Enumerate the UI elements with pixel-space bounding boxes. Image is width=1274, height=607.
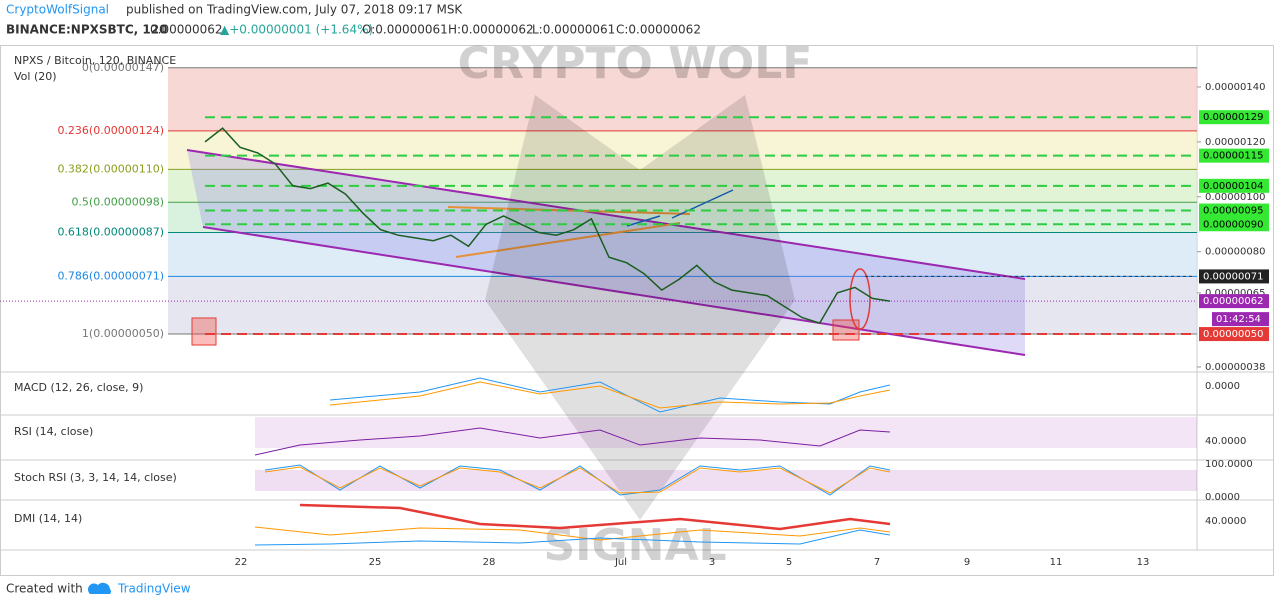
price-tick: 0.00000100 xyxy=(1205,192,1265,203)
indicator-tick: 0.0000 xyxy=(1205,381,1240,392)
watermark: SIGNAL xyxy=(543,520,726,571)
adx-line xyxy=(299,503,891,531)
price-box-label: 0.00000095 xyxy=(1203,206,1263,217)
di-plus xyxy=(254,529,891,546)
price-box-label: 0.00000129 xyxy=(1203,112,1263,123)
published: published on TradingView.com, July 07, 2… xyxy=(126,3,463,17)
indicator-tick: 100.0000 xyxy=(1205,459,1253,470)
price-tick: 0.00000065 xyxy=(1205,288,1265,299)
channel-bottom xyxy=(202,226,1026,356)
arrow xyxy=(671,189,734,219)
stoch-d xyxy=(264,466,891,494)
price-box xyxy=(1199,110,1269,125)
fib-label: 1(0.00000050) xyxy=(82,327,164,340)
price-box-label: 0.00000104 xyxy=(1203,181,1263,192)
x-tick-label: 25 xyxy=(369,557,382,568)
fib-band xyxy=(168,232,1197,277)
watermark: CRYPTO WOLF xyxy=(458,38,813,89)
indicator-tick: 0.0000 xyxy=(1205,492,1240,503)
price-box xyxy=(1199,294,1269,309)
price-box-label: 0.00000062 xyxy=(1203,296,1263,307)
change: ▲+0.00000001 (+1.64%) xyxy=(220,23,373,37)
symbol: BINANCE:NPXSBTC, 120 xyxy=(6,23,167,37)
trend-line xyxy=(455,222,681,258)
open: O:0.00000061 xyxy=(362,23,448,37)
author[interactable]: CryptoWolfSignal xyxy=(6,3,109,17)
fib-label: 0.618(0.00000087) xyxy=(57,225,164,238)
close: C:0.00000062 xyxy=(616,23,701,37)
macd-line xyxy=(329,377,891,413)
x-tick-label: 3 xyxy=(709,557,715,568)
channel-fill xyxy=(187,150,1025,355)
price-box xyxy=(1199,269,1269,284)
highlight-box xyxy=(191,317,217,346)
price-box-label: 0.00000071 xyxy=(1203,271,1263,282)
price-box xyxy=(1199,148,1269,163)
arrow xyxy=(626,215,661,227)
macd-signal xyxy=(329,381,891,409)
indicator-tick: 40.0000 xyxy=(1205,516,1246,527)
di-minus xyxy=(254,526,891,541)
pane-title: NPXS / Bitcoin, 120, BINANCE xyxy=(14,54,176,67)
trend-line xyxy=(447,206,691,215)
price-box-label: 0.00000115 xyxy=(1203,151,1263,162)
fib-band xyxy=(168,130,1197,170)
rsi-line xyxy=(254,427,891,456)
x-axis: 22 25 28 Jul 3 5 7 9 11 13 xyxy=(235,557,1150,568)
indicator-label: DMI (14, 14) xyxy=(14,512,82,525)
fib-label: 0(0.00000147) xyxy=(82,61,164,74)
price-tick: 0.00000038 xyxy=(1205,362,1265,373)
price-box-label: 0.00000050 xyxy=(1203,329,1263,340)
x-tick-label: 22 xyxy=(235,557,248,568)
fib-label: 0.382(0.00000110) xyxy=(57,162,164,175)
last: 0.00000062 xyxy=(150,23,223,37)
price-tick: 0.00000120 xyxy=(1205,137,1265,148)
countdown-box xyxy=(1212,312,1269,327)
fib-band xyxy=(168,67,1197,131)
fib-label: 0.786(0.00000071) xyxy=(57,269,164,282)
indicator-tick: 40.0000 xyxy=(1205,436,1246,447)
fib-band xyxy=(168,276,1197,335)
highlight-ellipse xyxy=(849,268,871,330)
x-tick-label: Jul xyxy=(614,557,627,568)
indicator-label: MACD (12, 26, close, 9) xyxy=(14,381,143,394)
x-tick-label: 7 xyxy=(874,557,880,568)
highlight-box xyxy=(832,319,860,341)
stoch-band xyxy=(255,470,1197,491)
rsi-band xyxy=(255,417,1197,448)
price-box-label: 0.00000090 xyxy=(1203,219,1263,230)
price-tick: 0.00000140 xyxy=(1205,82,1265,93)
price-box xyxy=(1199,178,1269,193)
price-line xyxy=(204,127,891,324)
channel-top xyxy=(186,149,1026,280)
price-box xyxy=(1199,203,1269,218)
price-tick: 0.00000080 xyxy=(1205,247,1265,258)
x-tick-label: 28 xyxy=(483,557,496,568)
price-box xyxy=(1199,217,1269,232)
low: L:0.00000061 xyxy=(532,23,615,37)
fib-bands: 0(0.00000147) 0.236(0.00000124) 0.382(0.00… xyxy=(57,61,1197,340)
indicator-label: RSI (14, close) xyxy=(14,425,93,438)
indicator-label: Stoch RSI (3, 3, 14, 14, close) xyxy=(14,471,177,484)
fib-label: 0.236(0.00000124) xyxy=(57,124,164,137)
volume-label: Vol (20) xyxy=(14,70,57,83)
x-tick-label: 13 xyxy=(1137,557,1150,568)
x-tick-label: 9 xyxy=(964,557,970,568)
footer-text: Created with xyxy=(6,582,83,596)
logo xyxy=(87,582,111,594)
countdown: 01:42:54 xyxy=(1216,314,1261,325)
watermark-logo xyxy=(485,95,795,520)
fib-band xyxy=(168,202,1197,233)
stoch-k xyxy=(264,464,891,496)
price-box xyxy=(1199,327,1269,342)
x-tick-label: 11 xyxy=(1050,557,1063,568)
fib-label: 0.5(0.00000098) xyxy=(71,195,164,208)
footer-brand[interactable]: TradingView xyxy=(117,582,191,596)
high: H:0.00000062 xyxy=(448,23,534,37)
x-tick-label: 5 xyxy=(786,557,792,568)
